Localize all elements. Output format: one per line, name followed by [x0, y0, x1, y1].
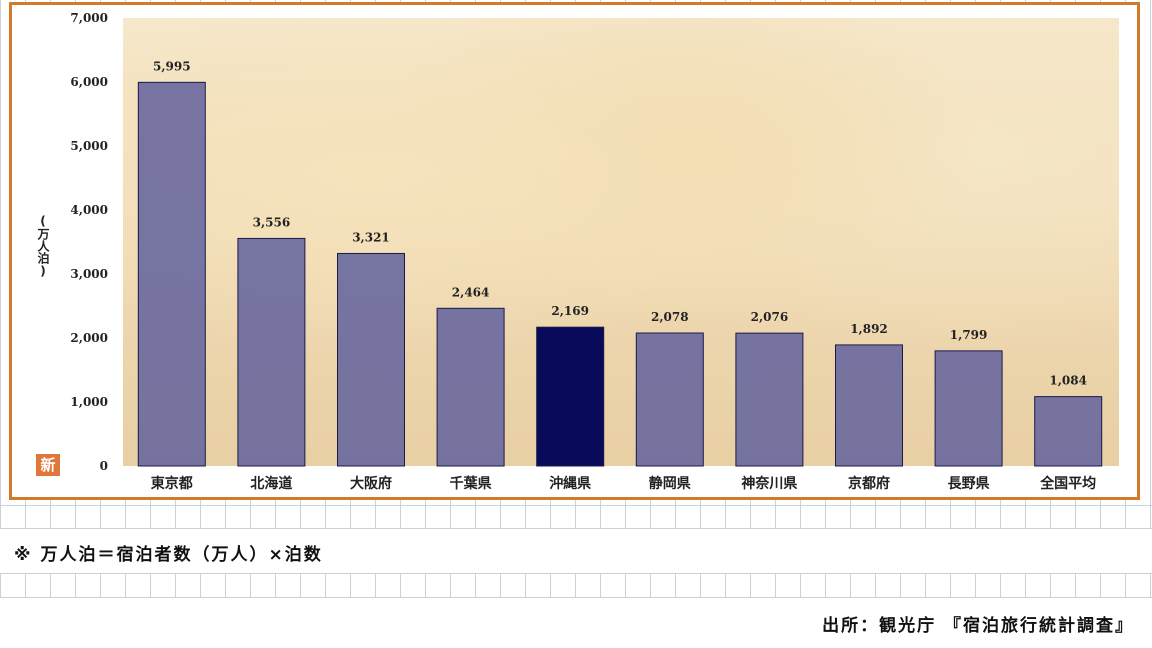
data-label: 2,076 — [751, 310, 789, 324]
bar — [337, 252, 405, 467]
grid-line — [0, 505, 1152, 506]
y-tick-label: 0 — [100, 459, 108, 473]
bar — [934, 350, 1003, 467]
y-axis: 0 1,000 2,000 3,000 4,000 5,000 6,000 7,000 — [70, 11, 108, 473]
data-label: 2,169 — [551, 304, 589, 318]
x-tick-label: 全国平均 — [1039, 475, 1096, 492]
y-axis-label: (万人泊) — [36, 214, 50, 278]
x-tick-label: 神奈川県 — [741, 475, 797, 492]
data-label: 1,084 — [1049, 374, 1087, 388]
data-label: 3,556 — [253, 215, 291, 229]
bar — [237, 237, 306, 467]
new-badge: 新 — [36, 454, 60, 476]
source-credit: 出所：観光庁 『宿泊旅行統計調査』 — [822, 616, 1134, 636]
data-label: 1,892 — [850, 322, 888, 336]
x-tick-label: 北海道 — [250, 475, 292, 492]
note-band — [0, 529, 1152, 573]
x-axis: 東京都 北海道 大阪府 千葉県 沖縄県 静岡県 神奈川県 京都府 長野県 全国平均 — [151, 475, 1096, 492]
bar-chart: 0 1,000 2,000 3,000 4,000 5,000 6,000 7,000 5,9… — [70, 11, 1103, 492]
x-tick-label: 沖縄県 — [549, 475, 591, 492]
bar — [536, 326, 605, 467]
x-tick-label: 千葉県 — [450, 475, 492, 492]
y-tick-label: 2,000 — [70, 331, 108, 345]
bar — [835, 344, 903, 467]
footnote: ※ 万人泊＝宿泊者数（万人）×泊数 — [14, 545, 323, 565]
source-band — [0, 598, 1152, 648]
bar — [735, 332, 804, 467]
y-tick-label: 5,000 — [70, 139, 108, 153]
grid-line — [0, 528, 1152, 529]
x-tick-label: 京都府 — [848, 475, 890, 492]
data-label: 2,078 — [651, 310, 689, 324]
y-tick-label: 4,000 — [70, 203, 108, 217]
data-label: 2,464 — [452, 285, 490, 299]
x-tick-label: 長野県 — [948, 476, 990, 492]
data-label: 1,799 — [950, 328, 988, 342]
data-label: 3,321 — [352, 230, 390, 244]
x-tick-label: 静岡県 — [649, 475, 691, 492]
y-tick-label: 7,000 — [70, 11, 108, 25]
x-tick-label: 大阪府 — [350, 475, 392, 492]
y-tick-label: 1,000 — [70, 395, 108, 409]
bars: 5,995 3,556 3,321 2,464 2,169 2,078 2,076 1,892… — [137, 59, 1103, 467]
bar — [1034, 396, 1103, 467]
x-tick-label: 東京都 — [151, 475, 193, 492]
bar — [137, 81, 206, 467]
bar — [635, 332, 704, 467]
y-tick-label: 3,000 — [70, 267, 108, 281]
y-tick-label: 6,000 — [70, 75, 108, 89]
grid-line — [0, 597, 1152, 598]
bar — [436, 307, 505, 467]
data-label: 5,995 — [153, 59, 191, 73]
grid-line — [0, 573, 1152, 574]
